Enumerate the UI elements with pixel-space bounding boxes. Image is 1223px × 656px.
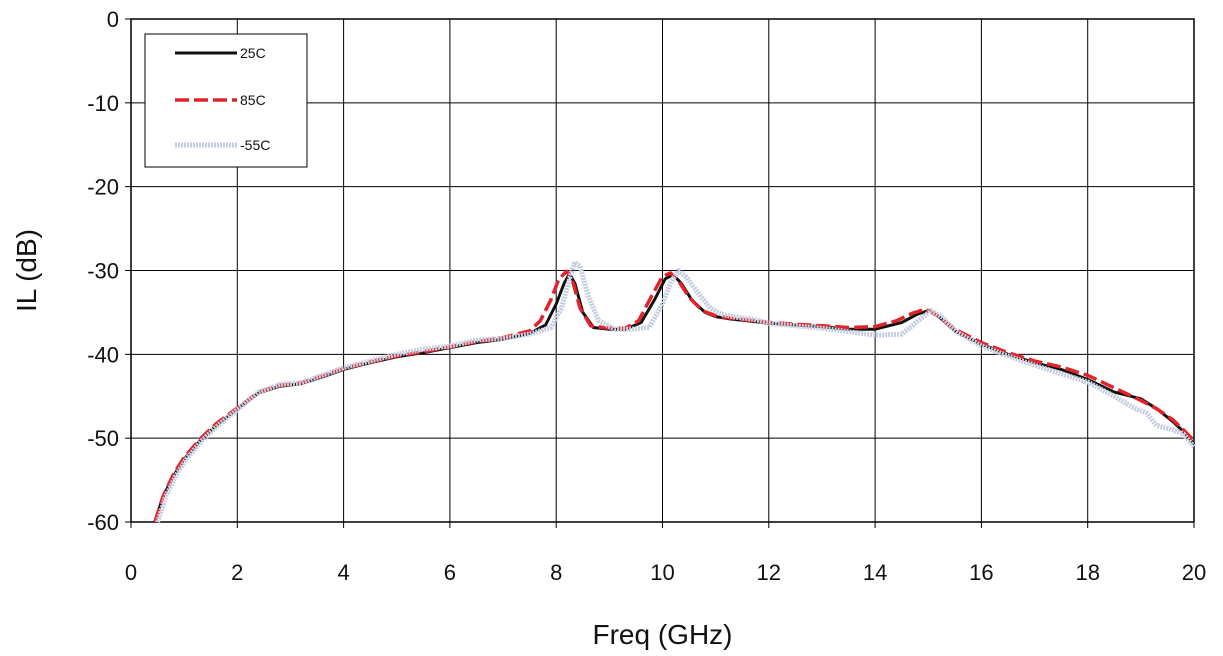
- x-tick-label: 12: [757, 560, 781, 585]
- legend-label: 85C: [240, 92, 266, 108]
- x-axis-title: Freq (GHz): [593, 619, 733, 650]
- y-tick-label: -50: [87, 426, 119, 451]
- x-tick-label: 0: [125, 560, 137, 585]
- y-tick-label: 0: [107, 7, 119, 32]
- series-line-2: [153, 269, 1196, 523]
- y-tick-label: -20: [87, 175, 119, 200]
- legend: 25C 85C -55C: [144, 33, 308, 168]
- x-tick-label: 14: [863, 560, 887, 585]
- x-tick-label: 20: [1182, 560, 1206, 585]
- axis-ticks: 0 2 4 6 8 10 12 14 16 18 20 0 -10 -20 -30 -40 -50 -60: [87, 7, 1206, 585]
- y-tick-label: -30: [87, 259, 119, 284]
- y-axis-title: IL (dB): [11, 229, 42, 312]
- series-line-3: [155, 259, 1196, 523]
- y-tick-label: -60: [87, 510, 119, 535]
- x-tick-label: 4: [337, 560, 349, 585]
- y-tick-label: -40: [87, 342, 119, 367]
- legend-label: -55C: [240, 137, 270, 153]
- x-tick-label: 10: [650, 560, 674, 585]
- x-tick-label: 6: [444, 560, 456, 585]
- y-tick-label: -10: [87, 91, 119, 116]
- x-tick-label: 16: [969, 560, 993, 585]
- series-lines: [153, 259, 1196, 523]
- legend-label: 25C: [240, 45, 266, 61]
- x-tick-label: 2: [231, 560, 243, 585]
- x-tick-label: 18: [1075, 560, 1099, 585]
- x-tick-label: 8: [550, 560, 562, 585]
